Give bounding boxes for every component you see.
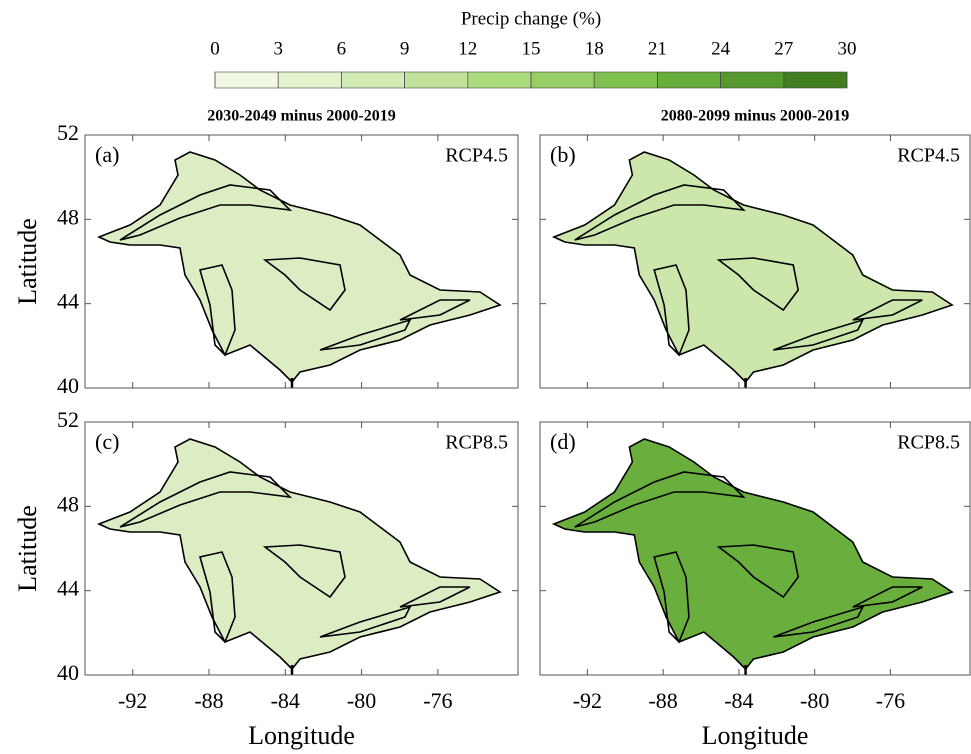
x-tick-label: -88: [648, 688, 677, 713]
map-layer: [551, 438, 954, 675]
colorbar-tick-label: 6: [337, 38, 347, 59]
scenario-label: RCP8.5: [445, 432, 508, 454]
x-tick-label: -80: [347, 688, 376, 713]
colorbar-swatch: [720, 71, 785, 89]
x-tick-label: -76: [876, 688, 905, 713]
y-axis-label: Latitude: [13, 505, 42, 592]
colorbar-swatch: [657, 71, 721, 89]
x-tick-label: -76: [423, 688, 452, 713]
panel-frame: [84, 134, 519, 389]
lake-outline: [852, 586, 923, 608]
panel-label: (c): [95, 429, 119, 454]
panel-frame: [539, 421, 971, 676]
panel-frame: [539, 134, 971, 389]
x-tick-label: -92: [118, 688, 147, 713]
basin: [551, 151, 954, 384]
lake-outline: [262, 257, 346, 312]
scenario-label: RCP8.5: [897, 432, 960, 454]
colorbar-swatch: [530, 71, 595, 89]
colorbar-swatch: [783, 71, 848, 89]
lake-outline: [119, 184, 293, 241]
colorbar-swatch: [277, 71, 342, 89]
colorbar-swatch: [341, 71, 405, 89]
colorbar-swatch: [593, 71, 658, 89]
lake-outline: [852, 299, 923, 321]
colorbar-tick-label: 27: [774, 38, 793, 59]
y-tick-label: 44: [57, 576, 79, 601]
scenario-label: RCP4.5: [445, 145, 508, 167]
y-tick-label: 48: [57, 491, 79, 516]
colorbar-tick-label: 24: [711, 38, 731, 59]
lake-outline: [319, 318, 412, 351]
basin: [96, 151, 502, 384]
lake-outline: [262, 544, 346, 599]
column-title: 2080-2099 minus 2000-2019: [661, 108, 849, 125]
y-tick-label: 44: [57, 289, 79, 314]
lake-outline: [773, 318, 865, 351]
y-tick-label: 40: [57, 373, 79, 398]
x-tick-label: -80: [800, 688, 829, 713]
colorbar-tick-label: 18: [585, 38, 604, 59]
lake-outline: [399, 299, 471, 321]
x-tick-label: -84: [724, 688, 753, 713]
lake-outline: [653, 551, 690, 644]
colorbar-swatch: [214, 71, 279, 89]
panel-frame: [84, 421, 519, 676]
y-tick-label: 40: [57, 660, 79, 685]
lake-outline: [716, 257, 800, 312]
colorbar-tick-label: 3: [273, 38, 283, 59]
lake-outline: [574, 184, 746, 241]
panel-label: (b): [550, 142, 576, 167]
lake-outline: [119, 471, 293, 528]
lake-outline: [198, 551, 236, 644]
y-tick-label: 48: [57, 204, 79, 229]
map-layer: [96, 438, 502, 675]
scenario-label: RCP4.5: [897, 145, 960, 167]
lake-outline: [716, 544, 800, 599]
map-layer: [96, 151, 502, 388]
basin: [96, 438, 502, 671]
x-axis-label: Longitude: [702, 721, 809, 750]
lake-outline: [653, 264, 690, 357]
colorbar-label: Precip change (%): [461, 8, 601, 29]
map-layer: [551, 151, 954, 388]
colorbar-tick-label: 21: [648, 38, 667, 59]
y-tick-label: 52: [57, 120, 79, 145]
column-title: 2030-2049 minus 2000-2019: [207, 108, 395, 125]
x-tick-label: -84: [271, 688, 300, 713]
panel-label: (d): [550, 429, 576, 454]
colorbar-swatch: [467, 71, 532, 89]
lake-outline: [399, 586, 471, 608]
colorbar-tick-label: 12: [458, 38, 477, 59]
lake-outline: [198, 264, 236, 357]
x-axis-label: Longitude: [248, 721, 355, 750]
lake-outline: [319, 605, 412, 638]
y-axis-label: Latitude: [13, 218, 42, 305]
colorbar-tick-label: 30: [838, 38, 857, 59]
lake-outline: [773, 605, 865, 638]
colorbar-tick-label: 0: [210, 38, 220, 59]
colorbar-tick-label: 9: [400, 38, 410, 59]
colorbar-swatch: [404, 71, 469, 89]
panel-label: (a): [95, 142, 119, 167]
colorbar-tick-label: 15: [522, 38, 541, 59]
lake-outline: [574, 471, 746, 528]
x-tick-label: -88: [194, 688, 223, 713]
y-tick-label: 52: [57, 407, 79, 432]
x-tick-label: -92: [573, 688, 602, 713]
basin: [551, 438, 954, 671]
